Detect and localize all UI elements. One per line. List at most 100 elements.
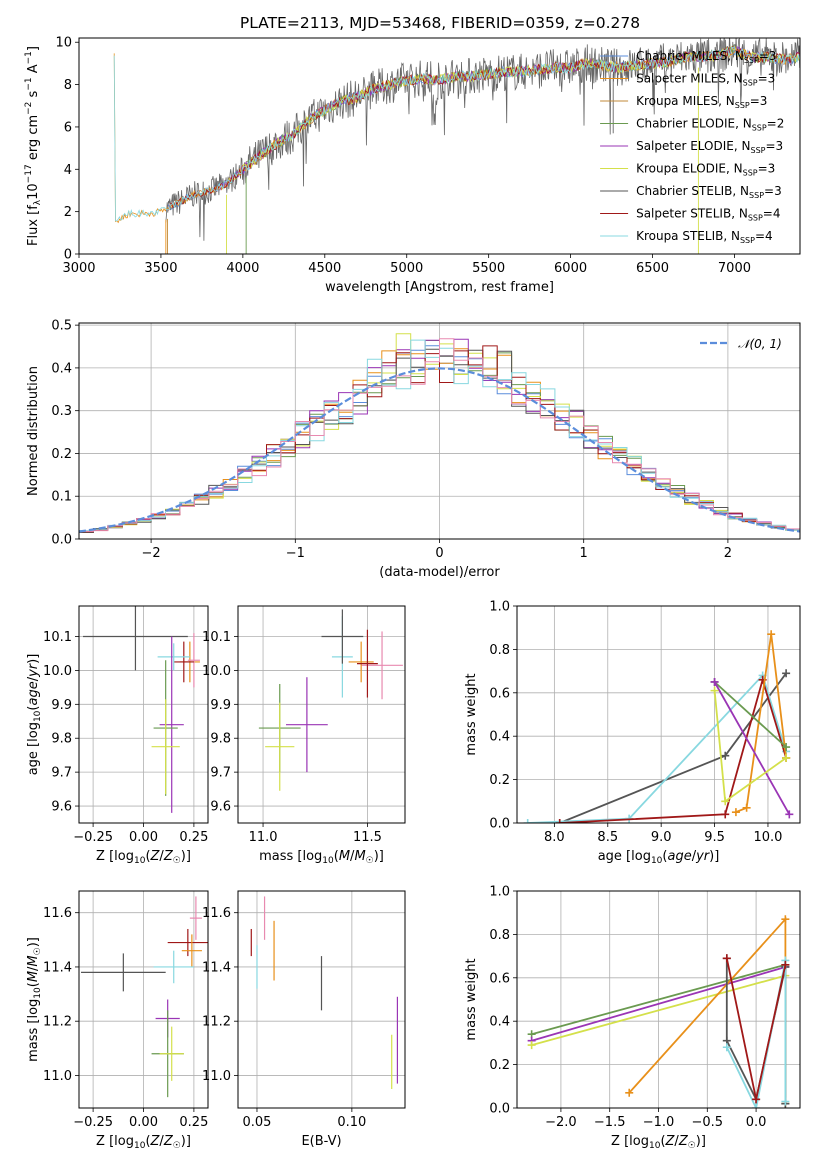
x-tick-label: −1 <box>286 546 305 561</box>
legend-entry: Chabrier ELODIE, NSSP=2 <box>636 117 784 133</box>
legend-entry: Kroupa STELIB, NSSP=4 <box>636 229 773 245</box>
y-tick-label: 9.9 <box>210 698 231 713</box>
panel-z-age: −0.25 0.00 0.25 9.6 9.7 9.8 9.9 10.0 10.1 Z [log1… <box>26 605 209 866</box>
x-tick-label: 0.00 <box>129 830 158 845</box>
axes-frame <box>78 322 801 540</box>
y-tick-label: 11.4 <box>202 960 231 975</box>
x-tick-label: 4500 <box>308 261 341 276</box>
y-axis-label: age [log10(age/yr)] <box>26 654 43 776</box>
y-axis-label: Normed distribution <box>26 366 41 496</box>
y-tick-label: 0.0 <box>489 817 510 832</box>
y-tick-label: 10 <box>55 36 72 51</box>
axes-frame <box>237 890 406 1109</box>
panel-age-weight: 8.0 8.5 9.0 9.5 10.0 0.0 0.2 0.4 0.6 0.8 1.0 age [l… <box>464 600 801 866</box>
weight-line <box>713 681 791 815</box>
weight-line <box>531 974 786 1046</box>
y-tick-label: 0.8 <box>489 643 510 658</box>
legend-entry: Salpeter ELODIE, NSSP=3 <box>636 139 783 155</box>
y-tick-label: 1.0 <box>489 885 510 900</box>
x-axis-label: Z [log10(Z/Z☉)] <box>96 1134 191 1151</box>
y-tick-label: 9.7 <box>51 766 72 781</box>
x-tick-label: 6000 <box>554 261 587 276</box>
weight-marker <box>781 1097 790 1106</box>
x-tick-label: −2.0 <box>545 1115 577 1130</box>
weight-marker <box>767 630 776 639</box>
weight-marker <box>721 751 730 760</box>
weight-marker <box>722 954 731 963</box>
weight-line <box>735 634 787 813</box>
y-axis-label: Flux [fλ10−17 erg cm−2 s−1 A−1] <box>24 46 43 246</box>
axes-frame <box>516 605 801 824</box>
plot-area <box>79 333 800 533</box>
x-tick-label: 6500 <box>636 261 669 276</box>
y-tick-label: 0.4 <box>489 1015 510 1030</box>
y-tick-label: 9.8 <box>210 732 231 747</box>
y-tick-label: 10.0 <box>202 664 231 679</box>
x-tick-label: 11.0 <box>249 830 278 845</box>
y-tick-label: 11.6 <box>43 906 72 921</box>
y-tick-label: 0.6 <box>489 971 510 986</box>
x-tick-label: 0.0 <box>746 1115 767 1130</box>
y-tick-label: 11.2 <box>202 1015 231 1030</box>
x-axis-label: mass [log10(M/M☉)] <box>259 849 384 866</box>
legend-entry: Salpeter STELIB, NSSP=4 <box>636 207 780 223</box>
y-tick-label: 11.2 <box>43 1015 72 1030</box>
y-tick-label: 0.0 <box>489 1102 510 1117</box>
weight-marker <box>731 808 740 817</box>
y-tick-label: 6 <box>64 120 72 135</box>
weight-marker <box>781 960 790 969</box>
series-line-Salpeter STELIB, N_SSP=4 <box>167 46 800 211</box>
axes-frame <box>78 37 801 255</box>
y-tick-label: 4 <box>64 163 72 178</box>
legend-entry: 𝒩(0, 1) <box>738 337 782 351</box>
panel-mass-age: 11.0 11.5 9.6 9.7 9.8 9.9 10.0 10.1 mass [log10(… <box>202 605 406 866</box>
weight-marker <box>710 686 719 695</box>
x-tick-label: 0.05 <box>243 1115 272 1130</box>
plot-area <box>250 896 399 1090</box>
y-tick-label: 0.4 <box>489 730 510 745</box>
y-tick-label: 0.0 <box>51 533 72 548</box>
x-axis-label: (data-model)/error <box>379 565 500 580</box>
plot-area <box>83 606 200 813</box>
x-tick-label: 0.25 <box>179 830 208 845</box>
weight-marker <box>785 810 794 819</box>
y-tick-label: 0.2 <box>489 773 510 788</box>
x-axis-label: Z [log10(Z/Z☉)] <box>611 1134 706 1151</box>
weight-marker <box>710 677 719 686</box>
y-tick-label: 8 <box>64 78 72 93</box>
x-tick-label: 7000 <box>718 261 751 276</box>
y-tick-label: 0.4 <box>51 361 72 376</box>
y-tick-label: 9.6 <box>210 800 231 815</box>
x-tick-label: 4000 <box>226 261 259 276</box>
weight-marker <box>721 810 730 819</box>
y-tick-label: 9.8 <box>51 732 72 747</box>
legend-entry: Chabrier STELIB, NSSP=3 <box>636 184 782 200</box>
x-tick-label: 0.10 <box>337 1115 366 1130</box>
x-tick-label: 0.25 <box>179 1115 208 1130</box>
panel-residuals: −2 −1 0 1 2 0.0 0.1 0.2 0.3 0.4 0.5 (data-model)/er… <box>26 319 801 580</box>
y-tick-label: 0.1 <box>51 490 72 505</box>
weight-marker <box>722 1043 731 1052</box>
x-axis-label: wavelength [Angstrom, rest frame] <box>325 280 554 295</box>
x-axis-label: age [log10(age/yr)] <box>598 849 720 866</box>
y-tick-label: 0.2 <box>489 1058 510 1073</box>
weight-line <box>713 681 787 748</box>
normal-curve <box>79 367 800 533</box>
x-axis-label: Z [log10(Z/Z☉)] <box>96 849 191 866</box>
x-tick-label: 9.5 <box>704 830 725 845</box>
x-tick-label: 2 <box>724 546 732 561</box>
legend-entry: Salpeter MILES, NSSP=3 <box>636 72 775 88</box>
weight-marker <box>782 743 791 752</box>
weight-marker <box>752 1095 761 1104</box>
x-tick-label: 11.5 <box>353 830 382 845</box>
weight-marker <box>752 1104 761 1108</box>
y-tick-label: 0.2 <box>51 447 72 462</box>
y-tick-label: 0 <box>64 248 72 263</box>
panel-z-mass: −0.25 0.00 0.25 11.0 11.2 11.4 11.6 Z [log10(Z/… <box>26 890 209 1151</box>
legend-entry: Chabrier MILES, NSSP=3 <box>636 49 776 65</box>
weight-marker <box>527 1041 536 1050</box>
weight-marker <box>625 1088 634 1097</box>
weight-line <box>527 673 787 823</box>
panel-z-weight: −2.0 −1.5 −1.0 −0.5 0.0 0.0 0.2 0.4 0.6 0.8 1.0 Z [… <box>464 885 801 1151</box>
